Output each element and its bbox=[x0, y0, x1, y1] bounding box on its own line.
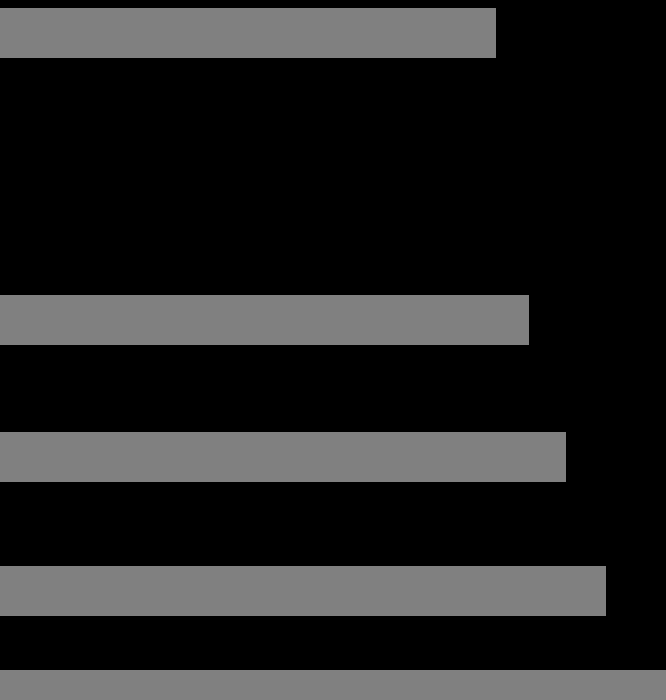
bar-4 bbox=[0, 670, 666, 700]
bar-0 bbox=[0, 8, 496, 58]
bar-chart bbox=[0, 0, 666, 700]
bar-2 bbox=[0, 432, 566, 482]
bar-3 bbox=[0, 566, 606, 616]
bar-1 bbox=[0, 295, 529, 345]
